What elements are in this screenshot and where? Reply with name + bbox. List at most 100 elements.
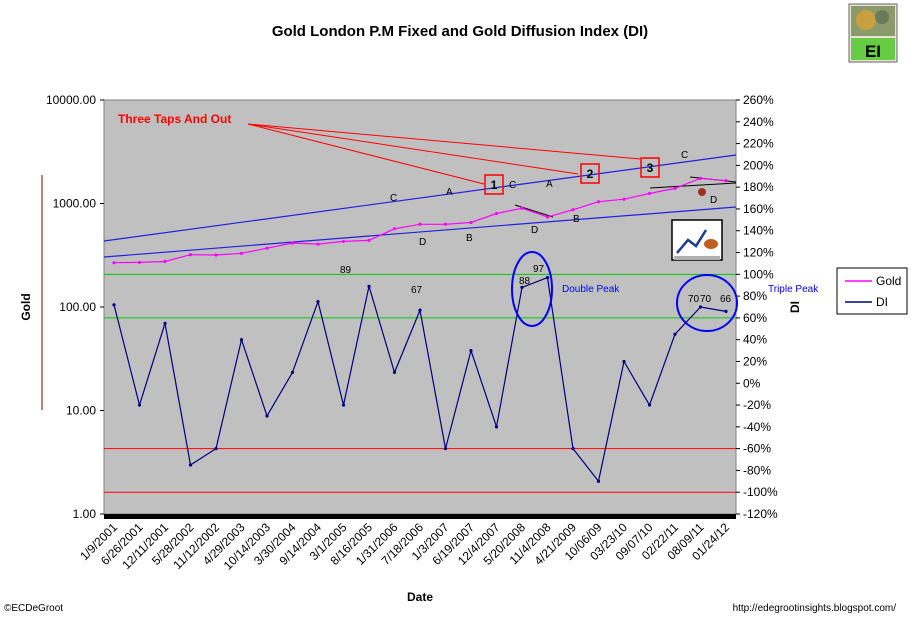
gold-point — [469, 220, 473, 225]
y-right-tick-label: 220% — [743, 137, 774, 151]
y-right-tick-label: 100% — [743, 267, 774, 281]
annotations: Three Taps And Out 1 2 3 C A D B C A D B… — [118, 112, 819, 332]
gold-point — [188, 253, 193, 257]
tap-box-1 — [484, 174, 504, 195]
gold-point — [545, 215, 550, 219]
gold-series — [112, 176, 728, 265]
gold-point — [290, 241, 295, 245]
wave-a1: A — [446, 187, 453, 198]
reference-lines — [104, 273, 736, 493]
legend-gold-label: Gold — [876, 274, 901, 288]
y-left-tick-label: 1000.00 — [53, 197, 97, 211]
y-left-tick-label: 10000.00 — [46, 93, 96, 107]
y-right-tick-label: -40% — [743, 420, 771, 434]
wave-b1: B — [466, 233, 473, 244]
wave-d3: D — [710, 195, 717, 206]
di-point — [137, 403, 142, 407]
x-axis-label: Date — [407, 590, 433, 604]
tap-line-1 — [247, 123, 485, 185]
di-point — [571, 447, 575, 451]
y-right-label: DI — [788, 301, 802, 313]
di-point — [392, 370, 397, 374]
wave-b2: B — [573, 214, 580, 225]
di-point — [545, 275, 550, 280]
di-label-66: 66 — [720, 294, 732, 305]
ei-logo: EI — [848, 3, 898, 63]
y-right-tick-label: 160% — [743, 202, 774, 216]
wave-c2: C — [509, 180, 516, 191]
di-label-89: 89 — [340, 265, 352, 276]
legend-box — [836, 267, 908, 315]
gold-point — [647, 191, 652, 196]
three-taps-label: Three Taps And Out — [118, 112, 231, 126]
gold-point — [341, 239, 346, 244]
gold-point — [392, 227, 397, 231]
di-point — [520, 285, 524, 289]
y-right-tick-label: -80% — [743, 463, 771, 477]
triple-peak-label: Triple Peak — [768, 284, 819, 295]
y-right-tick-label: 140% — [743, 224, 774, 238]
x-axis-ticks: 1/9/20016/26/200112/11/20015/28/200211/1… — [77, 514, 736, 573]
y-right-tick-label: 240% — [743, 115, 774, 129]
y-right-tick-label: 60% — [743, 311, 767, 325]
di-point — [494, 425, 499, 429]
chart-title: Gold London P.M Fixed and Gold Diffusion… — [272, 23, 648, 40]
y-right-tick-label: 120% — [743, 246, 774, 260]
y-left-tick-label: 10.00 — [66, 404, 96, 418]
di-point — [622, 359, 626, 364]
gold-point — [596, 200, 601, 204]
gold-point — [214, 253, 218, 257]
gold-point — [520, 206, 524, 210]
y-left-tick-label: 1.00 — [73, 507, 97, 521]
di-point — [188, 463, 193, 467]
y-right-tick-label: -60% — [743, 442, 771, 456]
wave-a2: A — [546, 179, 553, 190]
di-point — [469, 348, 473, 353]
tap-box-3 — [640, 157, 660, 178]
tap-box-2-label: 2 — [587, 167, 594, 181]
di-point — [647, 403, 652, 407]
di-label-70b: 70 — [700, 294, 712, 305]
wave-c1: C — [390, 193, 397, 204]
di-point — [163, 321, 167, 325]
channel-upper — [103, 154, 737, 242]
di-label-88: 88 — [519, 276, 531, 287]
gold-point — [494, 211, 499, 216]
gold-point — [239, 251, 244, 255]
y-right-tick-label: 180% — [743, 180, 774, 194]
gold-point — [622, 197, 626, 201]
y-left-label: Gold — [19, 293, 33, 320]
gold-point — [137, 260, 142, 264]
y-axis-left: 10000.00 1000.00 100.00 10.00 1.00 — [46, 93, 104, 521]
gold-point — [673, 186, 677, 190]
y-right-tick-label: -100% — [743, 485, 778, 499]
gold-point — [265, 246, 269, 250]
x-axis-band — [104, 514, 736, 519]
di-point — [316, 299, 320, 304]
di-point — [290, 370, 295, 374]
tap-line-2 — [247, 123, 579, 175]
di-point — [214, 447, 218, 451]
gold-point — [367, 238, 371, 243]
triple-peak-circle — [676, 274, 738, 332]
y-right-tick-label: 20% — [743, 354, 767, 368]
tap-box-1-label: 1 — [491, 178, 498, 192]
di-point — [698, 305, 703, 309]
di-point — [443, 447, 448, 451]
gold-point — [571, 208, 575, 212]
wave-d1: D — [419, 237, 426, 248]
y-right-tick-label: 0% — [743, 376, 761, 390]
site-url: http://edegrootinsights.blogspot.com/ — [733, 603, 897, 614]
legend: Gold DI — [836, 267, 908, 315]
di-point — [239, 338, 244, 342]
gold-point — [724, 179, 728, 183]
double-peak-label: Double Peak — [562, 284, 620, 295]
di-label-67: 67 — [411, 285, 423, 296]
wave-c3: C — [681, 150, 688, 161]
tap-line-3 — [247, 123, 641, 160]
channel-mid — [649, 182, 737, 189]
gold-point — [112, 261, 116, 265]
di-point — [367, 284, 371, 288]
di-point — [596, 479, 601, 483]
gold-marker-icon — [698, 188, 706, 196]
